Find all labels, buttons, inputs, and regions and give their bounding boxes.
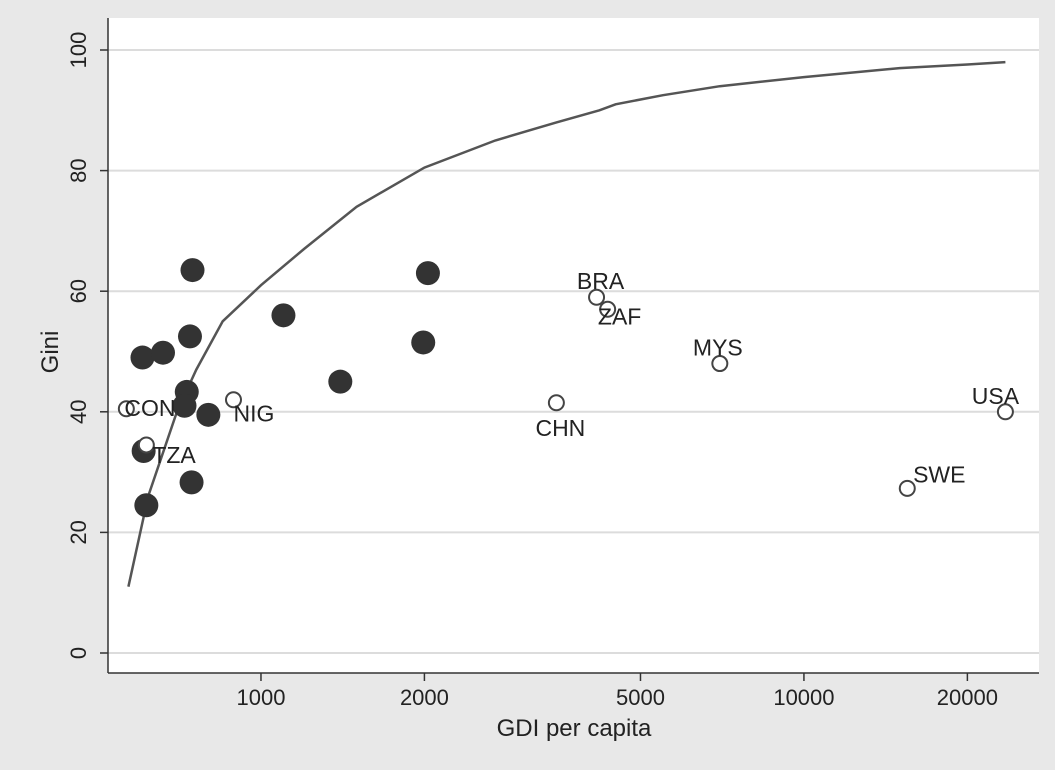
y-tick-label: 100 bbox=[66, 32, 91, 69]
hollow-point bbox=[898, 479, 916, 497]
filled-point bbox=[177, 324, 202, 349]
x-tick-label: 2000 bbox=[400, 685, 449, 710]
plot-area bbox=[108, 18, 1039, 673]
hollow-point bbox=[224, 391, 242, 409]
filled-point bbox=[134, 493, 159, 518]
y-tick-label: 60 bbox=[66, 279, 91, 303]
point-label: MYS bbox=[693, 335, 743, 361]
filled-point bbox=[179, 470, 204, 495]
filled-point bbox=[150, 340, 175, 365]
y-tick-label: 0 bbox=[66, 647, 91, 659]
hollow-point bbox=[117, 400, 135, 418]
x-axis-title: GDI per capita bbox=[497, 715, 652, 742]
point-label: SWE bbox=[913, 461, 965, 487]
trend-curve bbox=[127, 60, 1006, 587]
y-tick-label: 80 bbox=[66, 158, 91, 182]
point-label: NIG bbox=[233, 401, 274, 427]
filled-point bbox=[328, 369, 353, 394]
x-tick-label: 10000 bbox=[773, 685, 834, 710]
grid bbox=[108, 49, 1039, 654]
hollow-point bbox=[137, 436, 155, 454]
point-label: BRA bbox=[577, 268, 625, 294]
y-tick-label: 20 bbox=[66, 520, 91, 544]
x-tick-label: 5000 bbox=[616, 685, 665, 710]
point-label: USA bbox=[972, 383, 1020, 409]
data-points bbox=[117, 258, 1014, 518]
y-tick-label: 40 bbox=[66, 400, 91, 424]
hollow-point bbox=[588, 288, 606, 306]
point-label: TZA bbox=[152, 442, 196, 468]
x-tick-label: 20000 bbox=[937, 685, 998, 710]
point-labels: CON TZA NIG CHN BRA ZAF MYS SWE USA bbox=[124, 268, 1019, 487]
filled-point bbox=[415, 261, 440, 286]
filled-point bbox=[172, 393, 197, 418]
filled-point bbox=[411, 330, 436, 355]
point-label: CHN bbox=[535, 415, 585, 441]
filled-point bbox=[180, 258, 205, 283]
fitted-curve bbox=[127, 60, 1006, 587]
hollow-point bbox=[599, 300, 617, 318]
x-tick-label: 1000 bbox=[236, 685, 285, 710]
y-axis-title: Gini bbox=[37, 331, 64, 374]
filled-point bbox=[130, 345, 155, 370]
axes: 0 20 40 60 80 100 1000 2000 5000 10000 20000 bbox=[66, 18, 1039, 710]
point-label: ZAF bbox=[598, 303, 641, 329]
hollow-point bbox=[996, 403, 1014, 421]
hollow-point bbox=[711, 355, 729, 373]
filled-point bbox=[196, 402, 221, 427]
hollow-point bbox=[547, 394, 565, 412]
point-label: CON bbox=[124, 395, 175, 421]
filled-point bbox=[271, 303, 296, 328]
